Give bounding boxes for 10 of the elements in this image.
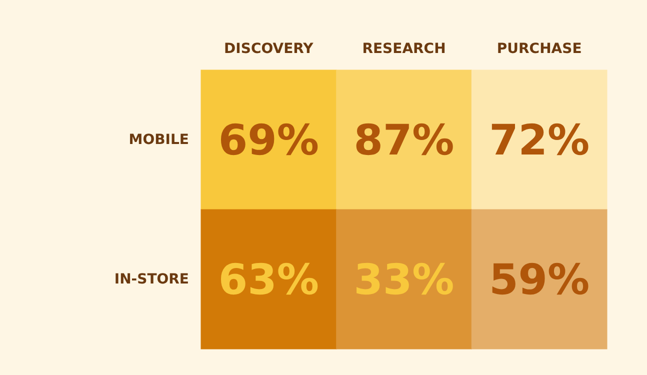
- y-tick-label: IN-STORE: [114, 271, 189, 288]
- x-tick-label: DISCOVERY: [224, 41, 314, 57]
- x-tick-label: RESEARCH: [362, 41, 446, 57]
- y-tick-label: MOBILE: [128, 132, 189, 148]
- data-label: 69%: [218, 115, 319, 164]
- data-label: 63%: [218, 254, 319, 304]
- data-label: 72%: [489, 115, 590, 164]
- x-tick-label: PURCHASE: [496, 41, 582, 57]
- data-label: 87%: [354, 115, 454, 164]
- data-label: 59%: [489, 254, 590, 304]
